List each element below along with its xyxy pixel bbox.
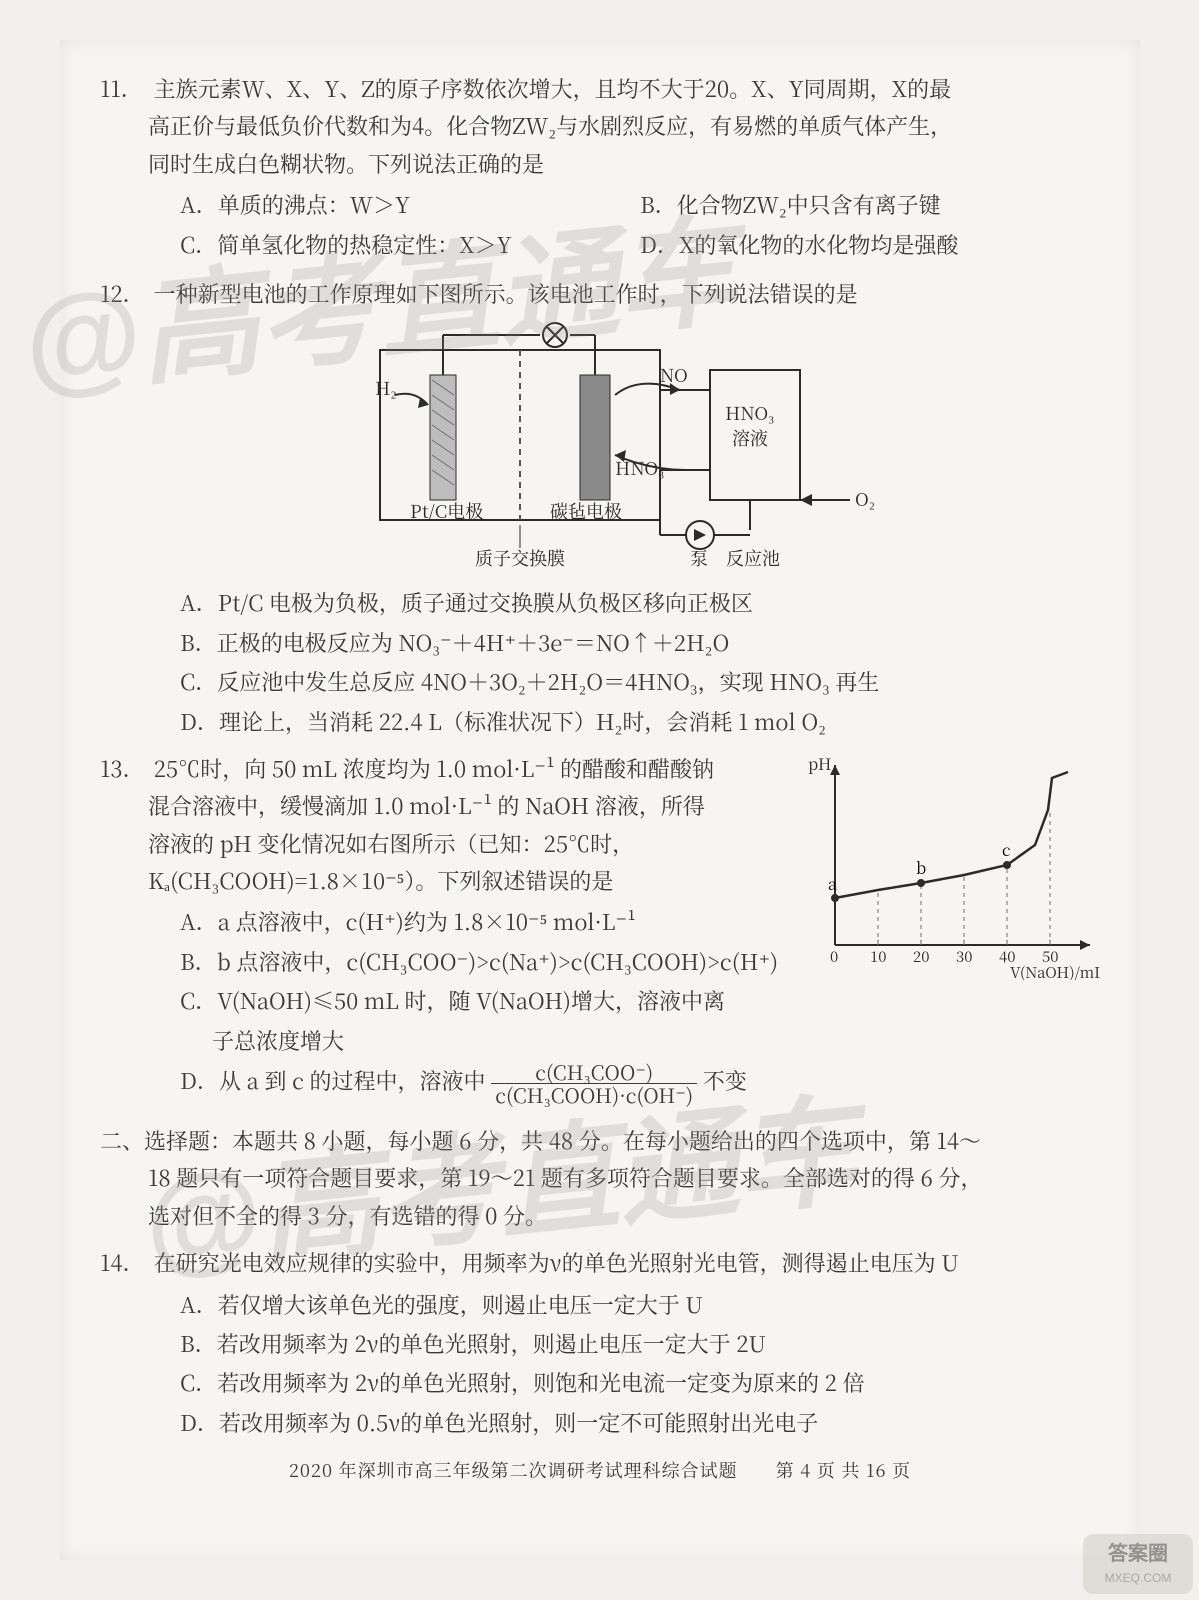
svg-text:b: b (916, 856, 926, 879)
q14-number: 14． (100, 1244, 148, 1281)
diagram-h2-label: H₂ (375, 375, 397, 401)
question-14: 14． 在研究光电效应规律的实验中，用频率为ν的单色光照射光电管，测得遏止电压为… (100, 1244, 1100, 1441)
diagram-ptc-label: Pt/C电极 (410, 498, 483, 524)
svg-text:pH: pH (808, 752, 832, 775)
section-2-line2: 18 题只有一项符合题目要求，第 19～21 题有多项符合题目要求。全部选对的得… (148, 1159, 1100, 1196)
svg-text:MXEQ.COM: MXEQ.COM (1105, 1571, 1172, 1585)
q11-number: 11． (100, 70, 148, 107)
q11-option-b: B．化合物ZW₂中只含有离子键 (640, 186, 1100, 223)
q13-option-c-line1: C．V(NaOH)≤50 mL 时，随 V(NaOH)增大，溶液中离 (180, 985, 725, 1016)
svg-text:20: 20 (913, 946, 930, 967)
diagram-o2-label: O₂ (855, 486, 875, 512)
q13-stem-line1: 25℃时，向 50 mL 浓度均为 1.0 mol·L⁻¹ 的醋酸和醋酸钠 (154, 753, 714, 784)
q13-chart: pH 0 10 20 30 40 50 V(NaOH)/mL (800, 750, 1100, 990)
q12-option-b: B．正极的电极反应为 NO₃⁻＋4H⁺＋3e⁻＝NO↑＋2H₂O (180, 624, 1100, 661)
q11-option-c: C．简单氢化物的热稳定性：X＞Y (180, 226, 640, 263)
diagram-hno3-sol-2: 溶液 (732, 425, 768, 451)
q11-stem-line3: 同时生成白色糊状物。下列说法正确的是 (148, 145, 1100, 182)
q13-option-b: B．b 点溶液中，c(CH₃COO⁻)>c(Na⁺)>c(CH₃COOH)>c(… (180, 943, 790, 980)
svg-text:答案圈: 答案圈 (1108, 1541, 1168, 1565)
q14-stem: 在研究光电效应规律的实验中，用频率为ν的单色光照射光电管，测得遏止电压为 U (154, 1247, 959, 1278)
svg-text:0: 0 (830, 946, 838, 967)
q13-options: A．a 点溶液中，c(H⁺)约为 1.8×10⁻⁵ mol·L⁻¹ B．b 点溶… (180, 903, 790, 1106)
svg-text:10: 10 (870, 946, 887, 967)
diagram-carbon-label: 碳毡电极 (550, 498, 622, 524)
q12-options: A．Pt/C 电极为负极，质子通过交换膜从负极区移向正极区 B．正极的电极反应为… (180, 584, 1100, 740)
section-2-line3: 选对但不全的得 3 分，有选错的得 0 分。 (148, 1197, 1100, 1234)
q14-option-b: B．若改用频率为 2ν的单色光照射，则遏止电压一定大于 2U (180, 1325, 1100, 1362)
q12-option-c: C．反应池中发生总反应 4NO＋3O₂＋2H₂O＝4HNO₃，实现 HNO₃ 再… (180, 663, 1100, 700)
svg-text:V(NaOH)/mL: V(NaOH)/mL (1010, 962, 1100, 980)
q13-fraction: c(CH₃COO⁻) c(CH₃COOH)·c(OH⁻) (491, 1061, 697, 1106)
q11-option-a: A．单质的沸点：W＞Y (180, 186, 640, 223)
q13-option-c-line2: 子总浓度增大 (212, 1025, 344, 1056)
q11-stem-line1: 主族元素W、X、Y、Z的原子序数依次增大，且均不大于20。X、Y同周期，X的最 (154, 73, 951, 104)
exam-page: 11． 主族元素W、X、Y、Z的原子序数依次增大，且均不大于20。X、Y同周期，… (60, 40, 1140, 1560)
q11-stem-line2: 高正价与最低负价代数和为4。化合物ZW₂与水剧烈反应，有易燃的单质气体产生， (148, 107, 1100, 144)
page-footer: 2020 年深圳市高三年级第二次调研考试理科综合试题 第 4 页 共 16 页 (100, 1455, 1100, 1486)
q13-stem-line3: 溶液的 pH 变化情况如右图所示（已知：25℃时， (148, 825, 790, 862)
q11-options: A．单质的沸点：W＞Y B．化合物ZW₂中只含有离子键 C．简单氢化物的热稳定性… (180, 186, 1100, 265)
svg-text:30: 30 (956, 946, 973, 967)
q12-diagram: H₂ NO HNO₃ HNO₃ 溶液 (280, 320, 920, 580)
q14-options: A．若仅增大该单色光的强度，则遏止电压一定大于 U B．若改用频率为 2ν的单色… (180, 1286, 1100, 1442)
diagram-pump-label: 泵 反应池 (690, 545, 780, 571)
q13-number: 13． (100, 750, 148, 787)
diagram-hno3-sol-1: HNO₃ (725, 400, 774, 426)
q13-stem-line2: 混合溶液中，缓慢滴加 1.0 mol·L⁻¹ 的 NaOH 溶液，所得 (148, 787, 790, 824)
question-12: 12． 一种新型电池的工作原理如下图所示。该电池工作时，下列说法错误的是 (100, 275, 1100, 740)
q13-option-a: A．a 点溶液中，c(H⁺)约为 1.8×10⁻⁵ mol·L⁻¹ (180, 903, 790, 940)
svg-text:c: c (1002, 838, 1011, 861)
q12-number: 12． (100, 275, 148, 312)
q13-stem-line4: Kₐ(CH₃COOH)=1.8×10⁻⁵）。下列叙述错误的是 (148, 862, 790, 899)
q12-stem: 一种新型电池的工作原理如下图所示。该电池工作时，下列说法错误的是 (154, 278, 858, 309)
q14-option-c: C．若改用频率为 2ν的单色光照射，则饱和光电流一定变为原来的 2 倍 (180, 1364, 1100, 1401)
diagram-membrane-label: 质子交换膜 (475, 545, 565, 571)
q14-option-d: D．若改用频率为 0.5ν的单色光照射，则一定不可能照射出光电子 (180, 1404, 1100, 1441)
svg-text:a: a (828, 872, 837, 895)
q13-option-d: D．从 a 到 c 的过程中，溶液中 c(CH₃COO⁻) c(CH₃COOH)… (180, 1061, 790, 1106)
section-2-heading: 二、选择题：本题共 8 小题，每小题 6 分，共 48 分。在每小题给出的四个选… (100, 1122, 1100, 1234)
q11-option-d: D．X的氧化物的水化物均是强酸 (640, 226, 1100, 263)
q12-option-a: A．Pt/C 电极为负极，质子通过交换膜从负极区移向正极区 (180, 584, 1100, 621)
question-11: 11． 主族元素W、X、Y、Z的原子序数依次增大，且均不大于20。X、Y同周期，… (100, 70, 1100, 265)
q14-option-a: A．若仅增大该单色光的强度，则遏止电压一定大于 U (180, 1286, 1100, 1323)
corner-logo-icon: 答案圈 MXEQ.COM (1083, 1534, 1193, 1594)
question-13: 13． 25℃时，向 50 mL 浓度均为 1.0 mol·L⁻¹ 的醋酸和醋酸… (100, 750, 1100, 1108)
section-2-line1: 二、选择题：本题共 8 小题，每小题 6 分，共 48 分。在每小题给出的四个选… (100, 1122, 1100, 1159)
q12-option-d: D．理论上，当消耗 22.4 L（标准状况下）H₂时，会消耗 1 mol O₂ (180, 703, 1100, 740)
diagram-no-label: NO (660, 362, 688, 388)
